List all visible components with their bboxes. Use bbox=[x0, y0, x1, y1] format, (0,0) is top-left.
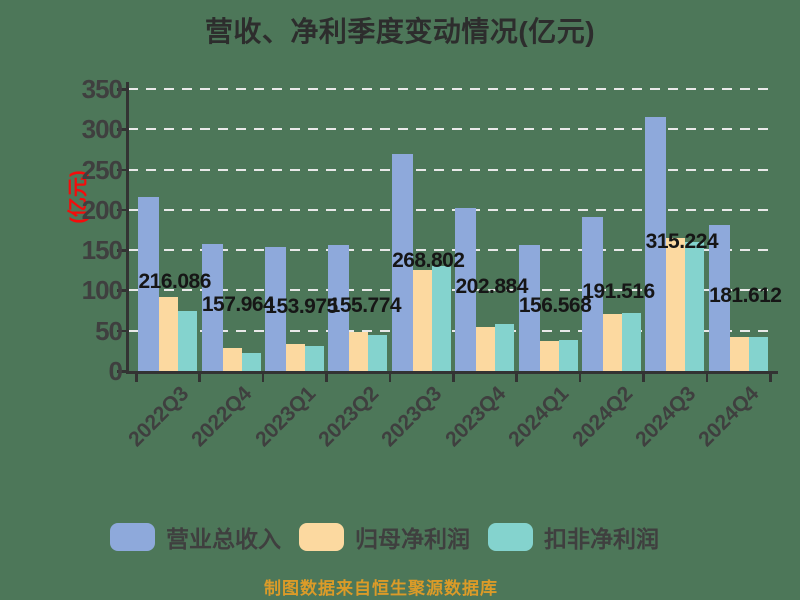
bar-non-gaap-net-profit-2024q1 bbox=[558, 340, 578, 371]
x-tick-9 bbox=[705, 374, 709, 382]
y-tick-0 bbox=[117, 370, 126, 373]
x-tick-2 bbox=[261, 374, 265, 382]
x-tick-5 bbox=[452, 374, 455, 382]
bar-non-gaap-net-profit-2022q4 bbox=[241, 353, 261, 371]
x-tick-6 bbox=[515, 374, 518, 382]
x-tick-4 bbox=[388, 374, 392, 382]
bar-total-revenue-2024q4 bbox=[708, 224, 730, 371]
value-label-2023q4: 202.884 bbox=[455, 275, 528, 299]
bar-non-gaap-net-profit-2024q4 bbox=[748, 337, 768, 371]
bar-non-gaap-net-profit-2023q2 bbox=[368, 334, 388, 371]
bar-non-gaap-net-profit-2023q1 bbox=[305, 346, 324, 371]
legend-swatch-non-gaap-net-profit bbox=[488, 523, 533, 551]
bar-net-profit-attributable-2024q1 bbox=[539, 341, 559, 371]
legend-item-net-profit-attributable: 归母净利润 bbox=[299, 520, 470, 554]
bar-non-gaap-net-profit-2023q3 bbox=[431, 266, 451, 371]
y-tick-100 bbox=[117, 289, 126, 292]
y-tick-150 bbox=[117, 249, 126, 252]
bar-total-revenue-2023q4 bbox=[455, 207, 477, 371]
bar-net-profit-attributable-2023q3 bbox=[412, 270, 432, 371]
bar-non-gaap-net-profit-2022q3 bbox=[178, 311, 198, 371]
y-tick-label-100: 100 bbox=[81, 275, 123, 306]
y-tick-label-150: 150 bbox=[81, 235, 123, 266]
y-tick-200 bbox=[117, 208, 126, 212]
y-tick-label-250: 250 bbox=[81, 154, 123, 185]
bar-net-profit-attributable-2022q4 bbox=[222, 348, 242, 371]
value-label-2023q3: 268.802 bbox=[392, 248, 465, 272]
value-label-2024q1: 156.568 bbox=[518, 293, 592, 317]
bar-non-gaap-net-profit-2024q3 bbox=[685, 242, 705, 371]
bar-net-profit-attributable-2024q2 bbox=[603, 313, 622, 371]
bar-net-profit-attributable-2024q4 bbox=[729, 337, 749, 371]
bar-total-revenue-2024q1 bbox=[518, 244, 540, 371]
bar-total-revenue-2024q3 bbox=[645, 117, 667, 371]
y-tick-label-350: 350 bbox=[81, 74, 123, 104]
y-tick-label-50: 50 bbox=[95, 315, 123, 346]
value-label-2024q2: 191.516 bbox=[582, 279, 655, 303]
bar-net-profit-attributable-2024q3 bbox=[666, 238, 686, 371]
legend-label-total-revenue: 营业总收入 bbox=[166, 526, 281, 552]
bar-non-gaap-net-profit-2023q4 bbox=[495, 324, 515, 371]
bar-net-profit-attributable-2023q4 bbox=[476, 326, 496, 371]
gridline-300 bbox=[128, 128, 772, 131]
bar-total-revenue-2023q3 bbox=[391, 154, 413, 371]
y-tick-50 bbox=[117, 329, 126, 333]
x-tick-1 bbox=[198, 374, 201, 382]
gridline-350 bbox=[128, 88, 772, 90]
value-label-2022q4: 157.964 bbox=[201, 293, 275, 317]
bar-total-revenue-2023q1 bbox=[265, 246, 286, 371]
y-tick-350 bbox=[117, 88, 126, 91]
value-label-2023q1: 153.975 bbox=[265, 294, 338, 318]
y-tick-300 bbox=[117, 128, 126, 131]
bar-total-revenue-2023q2 bbox=[328, 245, 350, 371]
y-tick-label-300: 300 bbox=[81, 114, 123, 145]
bar-non-gaap-net-profit-2024q2 bbox=[622, 312, 641, 371]
value-label-2022q3: 216.086 bbox=[138, 269, 211, 293]
legend-swatch-net-profit-attributable bbox=[299, 523, 344, 551]
x-axis-line bbox=[126, 371, 778, 374]
legend-item-non-gaap-net-profit: 扣非净利润 bbox=[488, 520, 659, 554]
value-label-2024q3: 315.224 bbox=[645, 230, 719, 253]
y-axis-line bbox=[126, 82, 129, 374]
value-label-2023q2: 155.774 bbox=[328, 294, 402, 318]
legend-swatch-total-revenue bbox=[110, 523, 155, 551]
y-tick-250 bbox=[117, 168, 126, 172]
gridline-250 bbox=[128, 168, 772, 171]
x-tick-8 bbox=[642, 374, 645, 382]
legend-label-non-gaap-net-profit: 扣非净利润 bbox=[544, 526, 659, 552]
y-tick-label-0: 0 bbox=[108, 356, 123, 386]
footer-note: 制图数据来自恒生聚源数据库 bbox=[264, 579, 498, 598]
chart-title: 营收、净利季度变动情况(亿元) bbox=[204, 16, 596, 47]
bar-net-profit-attributable-2022q3 bbox=[159, 296, 179, 371]
bar-total-revenue-2022q4 bbox=[201, 243, 223, 371]
x-tick-0 bbox=[135, 374, 138, 382]
bar-total-revenue-2024q2 bbox=[582, 216, 603, 371]
x-tick-3 bbox=[325, 374, 328, 382]
y-tick-label-200: 200 bbox=[81, 194, 123, 225]
x-tick-7 bbox=[578, 374, 582, 382]
bar-net-profit-attributable-2023q1 bbox=[286, 344, 305, 371]
legend-item-total-revenue: 营业总收入 bbox=[110, 520, 281, 554]
x-tick-10 bbox=[769, 374, 772, 382]
bar-total-revenue-2022q3 bbox=[138, 196, 160, 371]
value-label-2024q4: 181.612 bbox=[709, 283, 782, 307]
gridline-150 bbox=[128, 249, 772, 252]
legend-label-net-profit-attributable: 归母净利润 bbox=[355, 526, 470, 552]
gridline-200 bbox=[128, 208, 772, 211]
legend: 营业总收入 归母净利润 扣非净利润 bbox=[110, 520, 659, 554]
bar-net-profit-attributable-2023q2 bbox=[349, 332, 369, 371]
